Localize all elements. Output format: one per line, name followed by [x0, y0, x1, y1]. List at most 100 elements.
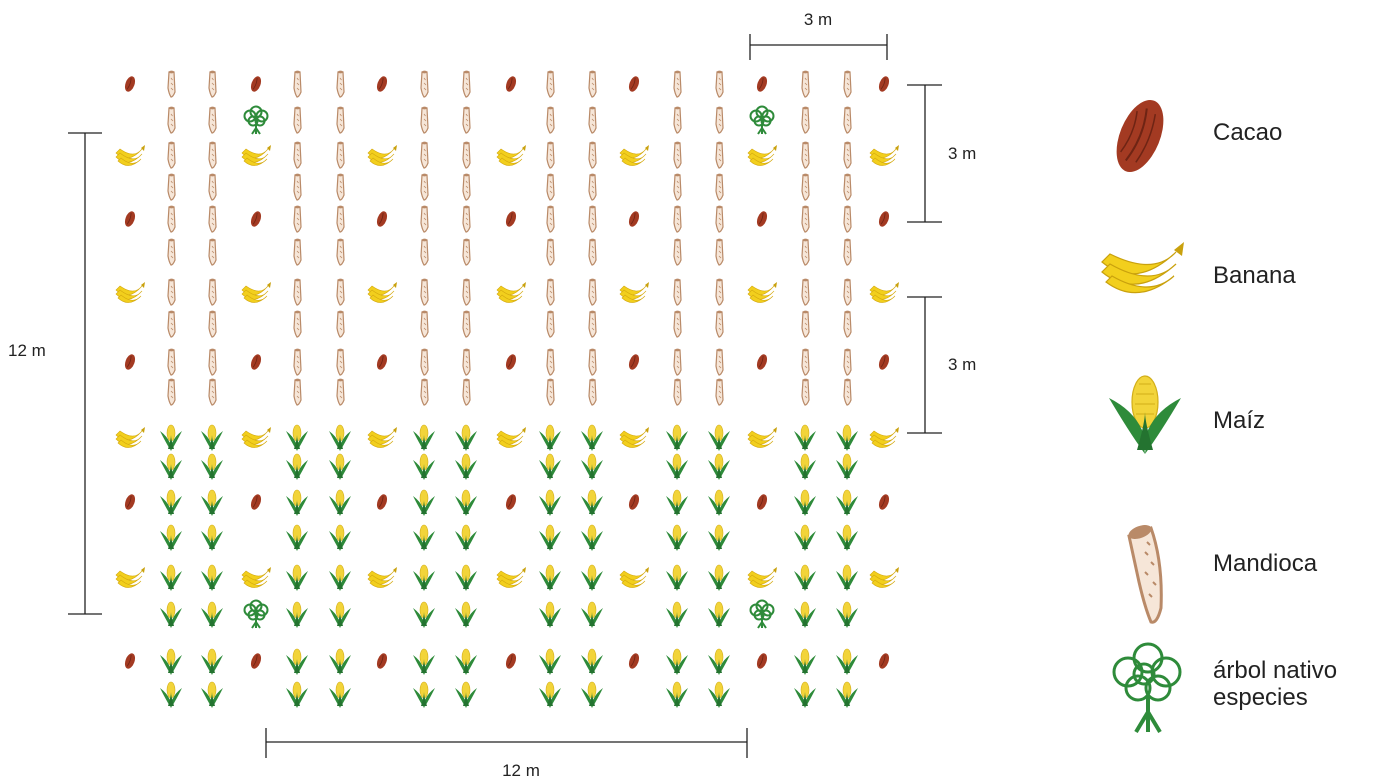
cassava-root-icon — [843, 378, 852, 406]
cassava-root-icon — [208, 205, 217, 233]
cassava-root-icon — [167, 278, 176, 306]
cacao-pod-icon — [876, 492, 892, 512]
corn-icon — [454, 564, 478, 592]
banana-bunch-icon — [619, 144, 650, 167]
dimension-right-mid-label: 3 m — [948, 355, 976, 374]
cacao-pod-icon — [754, 352, 770, 372]
corn-icon — [328, 489, 352, 517]
corn-icon — [412, 524, 436, 552]
corn-icon — [200, 681, 224, 709]
corn-icon — [580, 601, 604, 629]
cassava-root-icon — [336, 141, 345, 169]
corn-icon — [538, 489, 562, 517]
dimension-left — [68, 132, 102, 615]
cassava-root-icon — [715, 173, 724, 201]
cassava-root-icon — [293, 141, 302, 169]
cassava-root-icon — [588, 378, 597, 406]
cassava-root-icon — [462, 105, 471, 134]
cassava-root-icon — [293, 310, 302, 338]
corn-icon — [200, 601, 224, 629]
cassava-root-icon — [673, 378, 682, 406]
corn-icon — [328, 564, 352, 592]
cassava-root-icon — [167, 348, 176, 376]
cassava-root-icon — [293, 205, 302, 233]
corn-icon — [159, 453, 183, 481]
cassava-root-icon — [673, 205, 682, 233]
banana-bunch-icon — [869, 144, 900, 167]
cassava-root-icon — [673, 348, 682, 376]
cassava-root-icon — [801, 69, 810, 98]
corn-icon — [454, 453, 478, 481]
cassava-root-icon — [167, 105, 176, 134]
corn-icon — [665, 564, 689, 592]
banana-bunch-icon — [241, 426, 272, 449]
banana-bunch-icon — [869, 281, 900, 304]
cassava-root-icon — [588, 105, 597, 134]
native-tree-icon — [243, 599, 269, 629]
banana-bunch-icon — [747, 426, 778, 449]
corn-icon — [707, 601, 731, 629]
corn-icon — [159, 489, 183, 517]
cassava-root-icon — [420, 278, 429, 306]
corn-icon — [793, 524, 817, 552]
banana-bunch-icon — [619, 281, 650, 304]
dimension-top — [749, 34, 888, 60]
cassava-root-icon — [546, 69, 555, 98]
corn-icon — [835, 489, 859, 517]
cacao-pod-icon — [626, 651, 642, 671]
corn-icon — [328, 524, 352, 552]
cassava-root-icon — [420, 141, 429, 169]
dimension-bottom — [265, 728, 748, 758]
cassava-root-icon — [336, 238, 345, 266]
banana-bunch-icon — [1101, 242, 1184, 294]
cassava-root-icon — [293, 238, 302, 266]
corn-icon — [328, 601, 352, 629]
cacao-pod-icon — [122, 74, 138, 94]
cacao-pod-icon — [503, 74, 519, 94]
cassava-root-icon — [336, 69, 345, 98]
corn-icon — [665, 681, 689, 709]
cassava-root-icon — [673, 141, 682, 169]
corn-icon — [580, 681, 604, 709]
cacao-pod-icon — [122, 651, 138, 671]
cassava-root-icon — [588, 278, 597, 306]
cassava-root-icon — [420, 238, 429, 266]
cassava-root-icon — [208, 173, 217, 201]
cassava-root-icon — [420, 205, 429, 233]
corn-icon — [200, 453, 224, 481]
corn-icon — [793, 648, 817, 676]
corn-icon — [538, 601, 562, 629]
cassava-root-icon — [843, 141, 852, 169]
cassava-root-icon — [546, 141, 555, 169]
dimension-right-mid — [907, 296, 942, 434]
cassava-root-icon — [293, 105, 302, 134]
cacao-pod-icon — [122, 492, 138, 512]
legend-label-tree: árbol nativo especies — [1213, 657, 1337, 711]
cassava-root-icon — [462, 69, 471, 98]
banana-bunch-icon — [747, 144, 778, 167]
banana-bunch-icon — [869, 566, 900, 589]
cassava-root-icon — [588, 348, 597, 376]
cassava-root-icon — [167, 173, 176, 201]
legend-item-tree: árbol nativo especies — [1112, 642, 1337, 734]
cacao-pod-icon — [503, 352, 519, 372]
banana-bunch-icon — [747, 281, 778, 304]
corn-icon — [454, 524, 478, 552]
cacao-pod-icon — [503, 492, 519, 512]
cassava-root-icon — [293, 348, 302, 376]
corn-icon — [328, 424, 352, 452]
cacao-pod-icon — [876, 209, 892, 229]
banana-bunch-icon — [115, 144, 146, 167]
cassava-root-icon — [420, 348, 429, 376]
cassava-root-icon — [208, 69, 217, 98]
cassava-root-icon — [588, 69, 597, 98]
cassava-root-icon — [1127, 525, 1163, 624]
cassava-root-icon — [546, 105, 555, 134]
cassava-root-icon — [843, 173, 852, 201]
corn-icon — [580, 424, 604, 452]
cassava-root-icon — [336, 348, 345, 376]
corn-icon — [412, 648, 436, 676]
cacao-pod-icon — [876, 74, 892, 94]
corn-icon — [159, 648, 183, 676]
cassava-root-icon — [208, 238, 217, 266]
